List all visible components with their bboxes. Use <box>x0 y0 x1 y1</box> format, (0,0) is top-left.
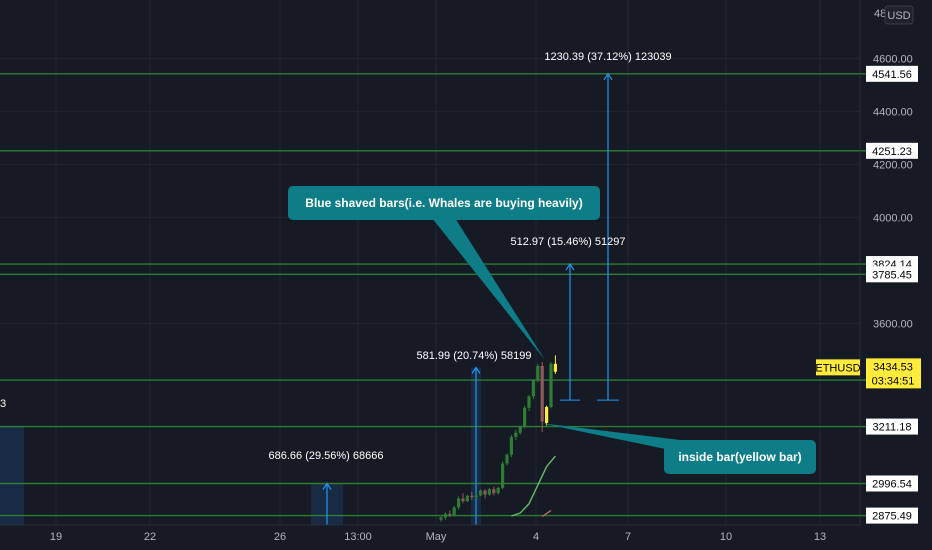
candles <box>439 355 557 522</box>
candle-body <box>452 507 456 515</box>
candle-body <box>470 495 474 498</box>
candle-body <box>536 365 540 381</box>
measure-label: 1230.39 (37.12%) 123039 <box>544 51 671 63</box>
y-tick-label: 3600.00 <box>873 318 913 330</box>
candle-body <box>461 498 465 502</box>
level-tags: 4541.564251.233824.143785.453386.693211.… <box>860 65 918 524</box>
x-tick-label: 10 <box>720 531 732 543</box>
y-tick-label: 4600.00 <box>873 53 913 65</box>
measure-arrows: 1230.39 (37.12%) 123039 512.97 (15.46%) 5… <box>269 51 672 525</box>
price-tag-countdown: 03:34:51 <box>872 375 915 387</box>
measure-label: 581.99 (20.74%) 58199 <box>417 350 532 362</box>
time-axis[interactable] <box>0 525 932 550</box>
currency-badge-label: USD <box>887 10 910 22</box>
candle-body <box>492 489 496 494</box>
price-axis-ticks: 4600.00 4400.00 4200.00 4000.00 3600.00 <box>873 53 913 330</box>
candle-body <box>527 396 531 408</box>
callout-text: inside bar(yellow bar) <box>678 450 801 464</box>
measure-label: 686.66 (29.56%) 68666 <box>269 450 384 462</box>
candle-body <box>549 363 553 408</box>
candle-body <box>509 436 513 455</box>
level-tag-label: 2875.49 <box>872 511 912 523</box>
moving-average-line-2 <box>541 509 552 518</box>
x-tick-label: 13 <box>814 531 826 543</box>
candle-body <box>457 498 461 508</box>
x-tick-label: 7 <box>625 531 631 543</box>
level-tag-label: 3785.45 <box>872 269 912 281</box>
x-tick-label: May <box>426 531 447 543</box>
level-tag-label: 4251.23 <box>872 146 912 158</box>
candle-body <box>483 490 487 495</box>
y-tick-label: 4000.00 <box>873 212 913 224</box>
level-tag <box>866 507 918 524</box>
candle-body <box>523 407 527 427</box>
time-axis-ticks: 19 22 26 13:00 May 4 7 10 13 <box>50 531 826 543</box>
candle-body <box>448 513 452 515</box>
current-price-tag: ETHUSD 3434.53 03:34:51 <box>815 358 921 389</box>
level-tag <box>866 266 918 283</box>
horizontal-levels <box>0 73 860 517</box>
level-tag-label: 4541.56 <box>872 69 912 81</box>
level-tag <box>866 475 918 492</box>
x-tick-label: 13:00 <box>344 531 372 543</box>
measure-arrow-1230-head <box>603 72 613 81</box>
candle-body <box>545 407 549 423</box>
price-tag-symbol: ETHUSD <box>815 362 860 374</box>
candle-body <box>465 495 469 502</box>
callout-text: Blue shaved bars(i.e. Whales are buying … <box>305 196 582 210</box>
candle-body <box>540 365 544 422</box>
level-tag-label: 2996.54 <box>872 478 912 490</box>
level-tag-label: 3211.18 <box>873 422 912 434</box>
callout-pointer <box>540 423 680 452</box>
callout-box <box>664 440 816 474</box>
currency-badge[interactable] <box>884 5 914 25</box>
measure-arrow-512-head <box>565 262 575 271</box>
left-cut-label: 3 <box>0 398 6 410</box>
x-tick-label: 4 <box>533 531 539 543</box>
candle-body <box>439 517 443 520</box>
price-tag-box <box>866 358 921 389</box>
y-tick-label: 4200.00 <box>873 159 913 171</box>
measure-box-left <box>0 426 24 525</box>
price-tag-value: 3434.53 <box>873 361 913 373</box>
candle-body <box>487 489 491 495</box>
x-tick-label: 26 <box>274 531 286 543</box>
measure-label: 512.97 (15.46%) 51297 <box>511 236 626 248</box>
candle-body <box>505 454 509 464</box>
callout-box <box>288 186 600 220</box>
candle-body <box>518 426 522 433</box>
candle-body <box>496 487 500 494</box>
level-tag <box>866 65 918 82</box>
level-tag <box>866 418 918 435</box>
measure-arrow-686-head <box>322 482 332 490</box>
gridlines <box>0 0 860 525</box>
price-tag-symbol-box <box>816 359 860 376</box>
candle-body <box>553 363 557 372</box>
y-tick-label: 4400.00 <box>873 106 913 118</box>
candle-body <box>514 432 518 437</box>
x-tick-label: 19 <box>50 531 62 543</box>
callouts: Blue shaved bars(i.e. Whales are buying … <box>288 186 816 474</box>
candle-body <box>443 513 447 518</box>
x-tick-label: 22 <box>144 531 156 543</box>
moving-average-line <box>511 455 556 517</box>
measure-arrow-581-head <box>471 366 481 374</box>
callout-pointer <box>432 218 545 360</box>
candle-body <box>531 380 535 397</box>
candle-body <box>501 463 505 488</box>
level-tag <box>866 142 918 159</box>
candle-body <box>479 490 483 496</box>
candle-body <box>474 495 478 498</box>
y-axis-top-partial-label: 48 <box>874 8 886 20</box>
